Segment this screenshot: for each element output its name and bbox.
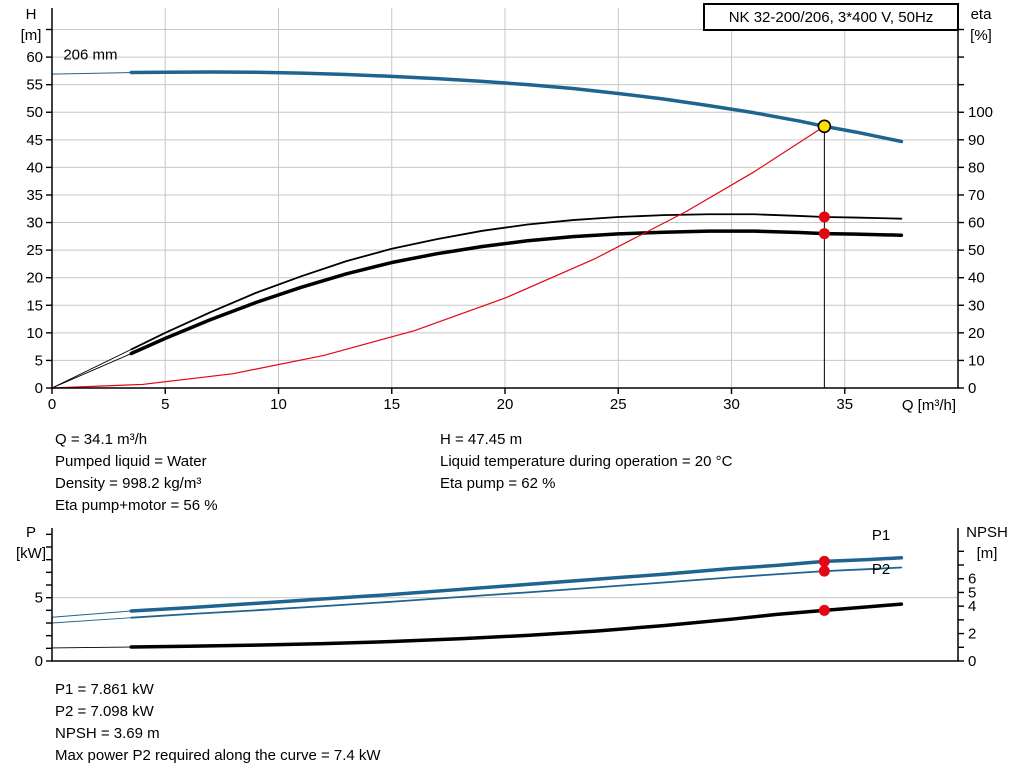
y-right-tick-label: 60	[968, 215, 985, 232]
y-left-tick-label: 35	[26, 187, 43, 204]
y-axis-title-right-unit: [m]	[977, 545, 998, 562]
y-right-tick-label: 30	[968, 297, 985, 314]
info-line-head: H = 47.45 m	[440, 431, 523, 448]
y-right-tick-label: 5	[968, 584, 976, 601]
annotation-p1-label: P1	[872, 527, 890, 544]
y-right-tick-label: 90	[968, 132, 985, 149]
y-right-tick-label: 100	[968, 104, 993, 121]
x-tick-label: 20	[497, 396, 514, 413]
series-p1-lead	[51, 610, 132, 618]
x-axis-title: Q [m³/h]	[902, 397, 956, 414]
info-line-temperature: Liquid temperature during operation = 20…	[440, 453, 733, 470]
y-axis-title-left: P	[26, 524, 36, 541]
x-tick-label: 5	[161, 396, 169, 413]
marker-p1-dot	[818, 555, 830, 567]
y-left-tick-label: 40	[26, 159, 43, 176]
series-eta-pump-motor-lead	[51, 353, 132, 389]
x-tick-label: 30	[723, 396, 740, 413]
power-info-column: P1 = 7.861 kW P2 = 7.098 kW NPSH = 3.69 …	[55, 679, 381, 767]
y-left-tick-label: 55	[26, 77, 43, 94]
qh-eta-chart: 0 5 10 15 20 25 30 35 0 5 10 15 20 25 30 35 40 45 50 55 60 0 1…	[21, 6, 993, 414]
pump-model-box: NK 32-200/206, 3*400 V, 50Hz	[703, 3, 959, 31]
series-npsh-lead	[51, 646, 132, 649]
series-p1	[129, 556, 904, 613]
y-left-tick-label: 0	[35, 380, 43, 397]
y-left-tick-label: 30	[26, 215, 43, 232]
x-tick-label: 10	[270, 396, 287, 413]
series-p2	[130, 566, 903, 619]
x-tick-label: 25	[610, 396, 627, 413]
y-axis-title-right: eta	[971, 6, 993, 23]
y-left-tick-label: 10	[26, 325, 43, 342]
annotation-p2-label: P2	[872, 561, 890, 578]
y-axis-title-left-unit: [m]	[21, 27, 42, 44]
y-right-tick-label: 40	[968, 270, 985, 287]
info-line-eta-pump-motor: Eta pump+motor = 56 %	[55, 497, 218, 514]
duty-info-right-column: H = 47.45 m Liquid temperature during op…	[440, 429, 732, 495]
marker-eta-pump-dot	[818, 211, 830, 223]
duty-info-left-column: Q = 34.1 m³/h Pumped liquid = Water Dens…	[55, 429, 218, 517]
y-right-tick-label: 0	[968, 380, 976, 397]
marker-duty-point	[817, 119, 832, 134]
y-right-tick-label: 70	[968, 187, 985, 204]
x-tick-label: 35	[836, 396, 853, 413]
series-eta-pump	[130, 213, 903, 351]
info-line-flow: Q = 34.1 m³/h	[55, 431, 148, 448]
annotation-impeller-size: 206 mm	[63, 46, 117, 63]
info-line-npsh: NPSH = 3.69 m	[55, 725, 160, 742]
y-left-tick-label: 5	[35, 590, 43, 607]
info-line-max-power: Max power P2 required along the curve = …	[55, 747, 381, 764]
series-head-206mm	[129, 70, 904, 144]
y-right-tick-label: 6	[968, 571, 976, 588]
info-line-density: Density = 998.2 kg/m³	[55, 475, 202, 492]
info-line-p1: P1 = 7.861 kW	[55, 681, 154, 698]
series-head-lead	[51, 72, 132, 75]
info-line-eta-pump: Eta pump = 62 %	[440, 475, 556, 492]
info-line-liquid: Pumped liquid = Water	[55, 453, 207, 470]
y-axis-title-right: NPSH	[966, 524, 1008, 541]
y-right-tick-label: 50	[968, 242, 985, 259]
x-tick-label: 15	[383, 396, 400, 413]
series-npsh	[129, 602, 904, 649]
marker-eta-pump-motor-dot	[818, 228, 830, 240]
y-right-tick-label: 10	[968, 352, 985, 369]
y-axis-title-left-unit: [kW]	[16, 545, 46, 562]
series-eta-pump-motor	[129, 229, 904, 356]
y-right-tick-label: 4	[968, 598, 976, 615]
y-left-tick-label: 60	[26, 49, 43, 66]
y-right-tick-label: 2	[968, 626, 976, 643]
y-left-tick-label: 50	[26, 104, 43, 121]
marker-npsh-dot	[818, 604, 830, 616]
y-left-tick-label: 20	[26, 270, 43, 287]
y-left-tick-label: 15	[26, 297, 43, 314]
pump-model-label: NK 32-200/206, 3*400 V, 50Hz	[728, 8, 934, 26]
y-right-tick-label: 20	[968, 325, 985, 342]
series-system-curve	[51, 125, 825, 389]
series-p2-lead	[51, 617, 132, 624]
y-left-tick-label: 25	[26, 242, 43, 259]
marker-p2-dot	[818, 565, 830, 577]
y-axis-title-left: H	[26, 6, 37, 23]
info-line-p2: P2 = 7.098 kW	[55, 703, 154, 720]
y-axis-title-right-unit: [%]	[970, 27, 992, 44]
y-left-tick-label: 45	[26, 132, 43, 149]
y-left-tick-label: 0	[35, 653, 43, 670]
y-right-tick-label: 0	[968, 653, 976, 670]
series-eta-pump-lead	[51, 348, 132, 389]
x-tick-label: 0	[48, 396, 56, 413]
y-left-tick-label: 5	[35, 352, 43, 369]
y-right-tick-label: 80	[968, 159, 985, 176]
